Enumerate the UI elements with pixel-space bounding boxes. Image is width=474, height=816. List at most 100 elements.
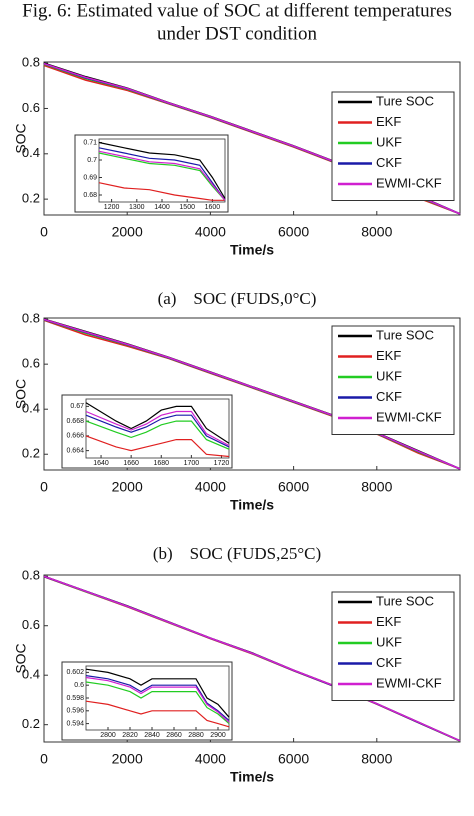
series-line (85, 402, 230, 444)
series-line (85, 420, 230, 450)
x-tick-label: 6000 (278, 479, 309, 495)
x-tick-label: 0 (40, 224, 48, 240)
inset-x-tick-label: 2840 (144, 732, 160, 739)
y-tick-label: 0.4 (22, 401, 40, 416)
x-tick-label: 2000 (112, 224, 143, 240)
series-line (85, 435, 230, 458)
series-line (85, 410, 230, 447)
inset-x-tick-label: 1680 (153, 460, 169, 467)
legend-box (331, 91, 455, 201)
inset-x-tick-label: 1640 (93, 460, 109, 467)
y-tick-label: 0.8 (22, 568, 40, 583)
legend-label: Ture SOC (376, 593, 434, 608)
y-axis-label: SOC (13, 379, 29, 409)
inset-x-tick-label: 1600 (205, 204, 221, 211)
y-tick-label: 0.8 (22, 55, 40, 70)
inset-y-tick-label: 0.664 (66, 447, 84, 454)
legend-box (331, 591, 455, 701)
series-line (85, 668, 230, 718)
y-tick-label: 0.2 (22, 191, 40, 206)
x-tick-label: 4000 (195, 224, 226, 240)
x-axis-label: Time/s (230, 497, 274, 513)
series-line (85, 700, 230, 728)
inset-y-tick-label: 0.6 (74, 682, 84, 689)
inset-y-tick-label: 0.666 (66, 433, 84, 440)
legend-label: CKF (376, 155, 402, 170)
caption: (a) SOC (FUDS,0°C) (158, 289, 317, 308)
x-tick-label: 6000 (278, 224, 309, 240)
inset-y-tick-label: 0.596 (66, 708, 84, 715)
y-tick-label: 0.8 (22, 311, 40, 326)
series-line (98, 147, 226, 201)
inset-y-tick-label: 0.69 (83, 174, 97, 181)
inset-x-tick-label: 2820 (122, 732, 138, 739)
inset-x-tick-label: 1720 (214, 460, 230, 467)
x-tick-label: 0 (40, 479, 48, 495)
series-line (85, 676, 230, 723)
inset-y-tick-label: 0.602 (66, 669, 84, 676)
legend-box (331, 325, 455, 435)
legend-label: UKF (376, 368, 402, 383)
y-axis-label: SOC (13, 643, 29, 673)
legend-label: EKF (376, 614, 401, 629)
series-line (85, 681, 230, 725)
inset-y-tick-label: 0.68 (83, 192, 97, 199)
y-tick-label: 0.2 (22, 446, 40, 461)
inset-frame (61, 661, 233, 741)
inset-y-tick-label: 0.668 (66, 418, 84, 425)
y-axis-label: SOC (13, 123, 29, 153)
legend-label: EKF (376, 348, 401, 363)
legend-label: EWMI-CKF (376, 409, 442, 424)
inset-y-tick-label: 0.7 (87, 157, 97, 164)
x-tick-label: 6000 (278, 751, 309, 767)
series-line (98, 152, 226, 201)
inset-x-tick-label: 1700 (184, 460, 200, 467)
series-line (85, 675, 230, 721)
x-tick-label: 8000 (361, 479, 392, 495)
legend-label: Ture SOC (376, 93, 434, 108)
y-tick-label: 0.4 (22, 667, 40, 682)
legend-label: EWMI-CKF (376, 175, 442, 190)
inset-x-tick-label: 1300 (129, 204, 145, 211)
series-line (85, 414, 230, 448)
inset-y-tick-label: 0.598 (66, 695, 84, 702)
x-tick-label: 8000 (361, 224, 392, 240)
x-axis-label: Time/s (230, 769, 274, 785)
y-tick-label: 0.6 (22, 100, 40, 115)
y-tick-label: 0.6 (22, 617, 40, 632)
x-tick-label: 4000 (195, 751, 226, 767)
series-line (98, 150, 226, 201)
legend-label: Ture SOC (376, 327, 434, 342)
inset-x-tick-label: 1500 (179, 204, 195, 211)
figure-title: under DST condition (157, 23, 318, 44)
x-axis-label: Time/s (230, 242, 274, 258)
figure-title: Fig. 6: Estimated value of SOC at differ… (22, 0, 452, 21)
inset-x-tick-label: 2860 (166, 732, 182, 739)
inset-x-tick-label: 2900 (210, 732, 226, 739)
x-tick-label: 8000 (361, 751, 392, 767)
legend-label: UKF (376, 634, 402, 649)
inset-x-tick-label: 2800 (100, 732, 116, 739)
series-line (43, 575, 461, 742)
series-line (43, 318, 461, 470)
y-tick-label: 0.4 (22, 145, 40, 160)
y-tick-label: 0.6 (22, 356, 40, 371)
inset-x-tick-label: 1400 (154, 204, 170, 211)
inset-y-tick-label: 0.71 (83, 139, 97, 146)
legend-label: UKF (376, 134, 402, 149)
x-tick-label: 0 (40, 751, 48, 767)
series-line (98, 182, 225, 201)
legend-label: EWMI-CKF (376, 675, 442, 690)
series-line (98, 141, 226, 199)
caption: (b) SOC (FUDS,25°C) (153, 544, 321, 563)
inset-x-tick-label: 1200 (104, 204, 120, 211)
legend-label: CKF (376, 655, 402, 670)
inset-y-tick-label: 0.67 (70, 403, 84, 410)
inset-x-tick-label: 2880 (188, 732, 204, 739)
inset-x-tick-label: 1660 (123, 460, 139, 467)
legend-label: EKF (376, 114, 401, 129)
legend-label: CKF (376, 389, 402, 404)
x-tick-label: 2000 (112, 751, 143, 767)
y-tick-label: 0.2 (22, 716, 40, 731)
